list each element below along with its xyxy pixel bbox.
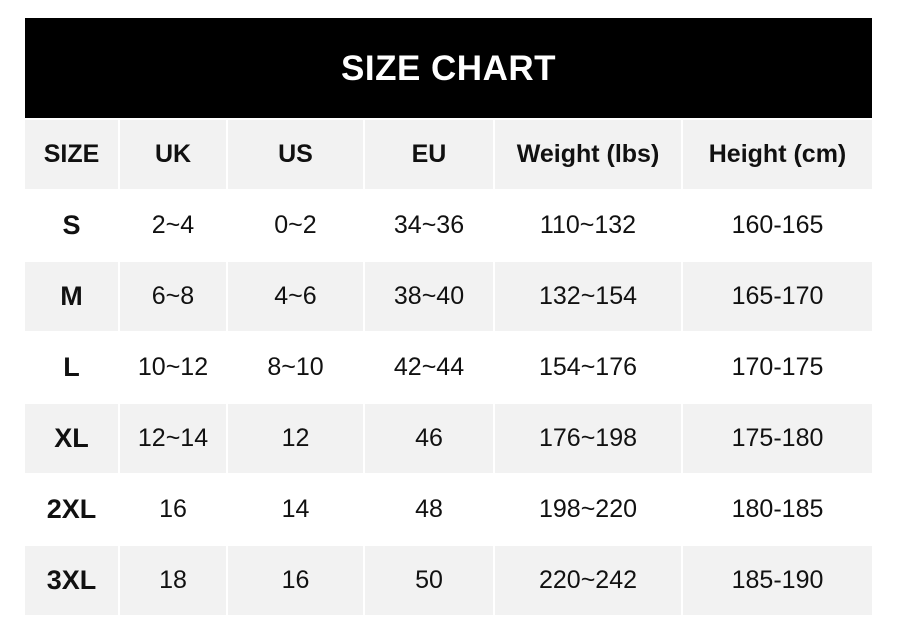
title-banner: SIZE CHART: [25, 18, 872, 118]
table-row: 2XL 16 14 48 198~220 180-185: [25, 475, 872, 546]
cell-us: 16: [228, 546, 365, 617]
cell-eu: 34~36: [365, 191, 495, 262]
cell-uk: 2~4: [120, 191, 228, 262]
cell-size: S: [25, 191, 120, 262]
cell-uk: 12~14: [120, 404, 228, 475]
cell-weight: 176~198: [495, 404, 683, 475]
cell-us: 14: [228, 475, 365, 546]
cell-eu: 42~44: [365, 333, 495, 404]
cell-eu: 48: [365, 475, 495, 546]
table-row: M 6~8 4~6 38~40 132~154 165-170: [25, 262, 872, 333]
cell-size: XL: [25, 404, 120, 475]
cell-eu: 46: [365, 404, 495, 475]
column-header-us: US: [228, 120, 365, 191]
column-header-uk: UK: [120, 120, 228, 191]
cell-eu: 38~40: [365, 262, 495, 333]
column-header-weight: Weight (lbs): [495, 120, 683, 191]
table-body: S 2~4 0~2 34~36 110~132 160-165 M 6~8 4~…: [25, 191, 872, 617]
cell-size: L: [25, 333, 120, 404]
cell-height: 180-185: [683, 475, 872, 546]
table-row: 3XL 18 16 50 220~242 185-190: [25, 546, 872, 617]
page-title: SIZE CHART: [341, 48, 556, 88]
cell-uk: 18: [120, 546, 228, 617]
size-chart-table: SIZE UK US EU Weight (lbs) Height (cm) S…: [25, 120, 872, 617]
cell-uk: 16: [120, 475, 228, 546]
header-row: SIZE UK US EU Weight (lbs) Height (cm): [25, 120, 872, 191]
column-header-height: Height (cm): [683, 120, 872, 191]
cell-us: 0~2: [228, 191, 365, 262]
cell-us: 4~6: [228, 262, 365, 333]
table-row: L 10~12 8~10 42~44 154~176 170-175: [25, 333, 872, 404]
cell-size: 3XL: [25, 546, 120, 617]
cell-us: 8~10: [228, 333, 365, 404]
cell-weight: 198~220: [495, 475, 683, 546]
cell-uk: 10~12: [120, 333, 228, 404]
cell-size: M: [25, 262, 120, 333]
cell-height: 160-165: [683, 191, 872, 262]
cell-height: 165-170: [683, 262, 872, 333]
cell-height: 185-190: [683, 546, 872, 617]
cell-weight: 132~154: [495, 262, 683, 333]
column-header-size: SIZE: [25, 120, 120, 191]
cell-size: 2XL: [25, 475, 120, 546]
cell-eu: 50: [365, 546, 495, 617]
cell-weight: 154~176: [495, 333, 683, 404]
cell-weight: 110~132: [495, 191, 683, 262]
cell-uk: 6~8: [120, 262, 228, 333]
table-header: SIZE UK US EU Weight (lbs) Height (cm): [25, 120, 872, 191]
table-row: S 2~4 0~2 34~36 110~132 160-165: [25, 191, 872, 262]
cell-us: 12: [228, 404, 365, 475]
column-header-eu: EU: [365, 120, 495, 191]
cell-weight: 220~242: [495, 546, 683, 617]
cell-height: 170-175: [683, 333, 872, 404]
cell-height: 175-180: [683, 404, 872, 475]
table-row: XL 12~14 12 46 176~198 175-180: [25, 404, 872, 475]
